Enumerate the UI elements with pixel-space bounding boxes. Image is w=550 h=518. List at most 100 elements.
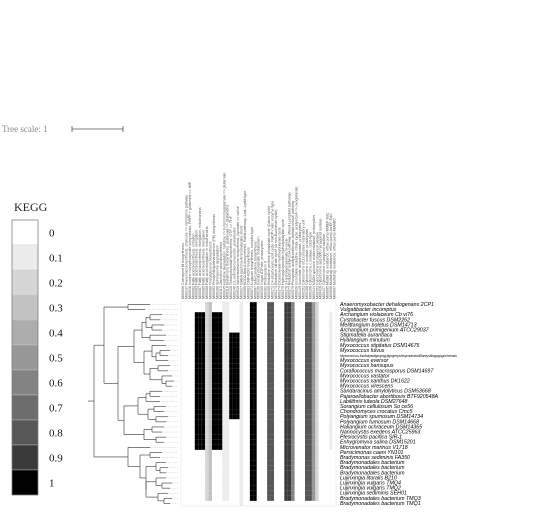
heatmap-cell xyxy=(315,424,319,430)
heatmap-cell xyxy=(243,398,247,405)
heatmap-cell xyxy=(225,434,230,440)
heatmap-cell xyxy=(208,500,213,507)
heatmap-cell xyxy=(270,383,275,389)
heatmap-cell xyxy=(287,424,292,430)
heatmap-cell xyxy=(332,332,337,338)
heatmap-cell xyxy=(212,312,216,318)
heatmap-cell xyxy=(287,485,292,491)
heatmap-cell xyxy=(287,490,292,496)
heatmap-cell xyxy=(263,465,268,471)
heatmap-cell xyxy=(194,439,199,445)
heatmap-cell xyxy=(243,347,247,354)
legend-level-label: 0.7 xyxy=(49,403,63,415)
heatmap-cell xyxy=(253,439,257,445)
column-label: M00374 Dicarboxylate-hydroxybutyrate cyc… xyxy=(277,227,281,299)
heatmap-cell xyxy=(270,470,275,476)
heatmap-cell xyxy=(246,363,250,369)
heatmap-cell xyxy=(277,363,281,369)
heatmap-cell xyxy=(311,444,316,450)
heatmap-cell xyxy=(294,373,299,379)
heatmap-cell xyxy=(315,414,319,420)
heatmap-cell xyxy=(229,444,233,450)
heatmap-cell xyxy=(263,480,268,486)
heatmap-cell xyxy=(301,317,306,323)
legend-level-label: 0.8 xyxy=(49,428,63,440)
heatmap-cell xyxy=(191,404,195,410)
heatmap-cell xyxy=(291,393,295,399)
heatmap-cell xyxy=(243,490,247,496)
heatmap-cell xyxy=(187,460,192,466)
heatmap-cell xyxy=(291,332,295,338)
heatmap-cell xyxy=(280,347,285,354)
heatmap xyxy=(180,301,337,507)
heatmap-cell xyxy=(274,444,278,450)
heatmap-cell xyxy=(322,480,326,486)
heatmap-cell xyxy=(329,388,333,394)
heatmap-cell xyxy=(263,322,268,328)
heatmap-cell xyxy=(239,353,244,359)
heatmap-cell xyxy=(239,347,244,354)
heatmap-cell xyxy=(236,337,240,343)
heatmap-cell xyxy=(287,465,292,471)
heatmap-cell xyxy=(232,383,237,389)
heatmap-cell xyxy=(253,363,257,369)
heatmap-cell xyxy=(318,404,323,410)
heatmap-cell xyxy=(280,429,285,435)
heatmap-cell xyxy=(298,480,302,486)
heatmap-cell xyxy=(294,449,299,456)
heatmap-cell xyxy=(225,307,230,313)
heatmap-cell xyxy=(225,429,230,435)
heatmap-cell xyxy=(322,302,326,308)
heatmap-cell xyxy=(332,465,337,471)
heatmap-cell xyxy=(298,455,302,461)
heatmap-cell xyxy=(318,312,323,318)
heatmap-cell xyxy=(194,460,199,466)
heatmap-cell xyxy=(301,368,306,374)
heatmap-cell xyxy=(222,475,226,481)
heatmap-cell xyxy=(284,465,288,471)
heatmap-cell xyxy=(208,378,213,384)
heatmap-cell xyxy=(243,327,247,333)
heatmap-cell xyxy=(294,485,299,491)
heatmap-cell xyxy=(263,429,268,435)
heatmap-cell xyxy=(225,368,230,374)
heatmap-cell xyxy=(322,424,326,430)
heatmap-cell xyxy=(249,337,254,343)
heatmap-cell xyxy=(256,465,261,471)
heatmap-cell xyxy=(260,358,264,364)
heatmap-cell xyxy=(267,429,271,435)
heatmap-cell xyxy=(201,424,206,430)
heatmap-cell xyxy=(329,378,333,384)
column-label: M00697 Multidrug resistance, efflux pump… xyxy=(332,218,336,299)
heatmap-cell xyxy=(191,424,195,430)
heatmap-cell xyxy=(332,419,337,425)
heatmap-cell xyxy=(215,312,219,318)
heatmap-cell xyxy=(215,495,219,501)
heatmap-cell xyxy=(291,429,295,435)
heatmap-cell xyxy=(291,424,295,430)
heatmap-cell xyxy=(181,439,185,445)
column-label: M00160 V-type ATPase, prokaryotes xyxy=(260,241,264,299)
legend-level-label: 0 xyxy=(49,228,55,240)
heatmap-cell xyxy=(332,404,337,410)
heatmap-cell xyxy=(236,480,240,486)
heatmap-cell xyxy=(246,398,250,405)
heatmap-cell xyxy=(301,434,306,440)
legend-swatch xyxy=(11,369,39,396)
heatmap-cell xyxy=(280,434,285,440)
heatmap-cell xyxy=(298,322,302,328)
legend-frame xyxy=(11,219,39,496)
heatmap-cell xyxy=(249,368,254,374)
heatmap-cell xyxy=(298,398,302,405)
heatmap-cell xyxy=(253,368,257,374)
heatmap-cell xyxy=(187,470,192,476)
heatmap-cell xyxy=(329,368,333,374)
heatmap-cell xyxy=(284,409,288,415)
heatmap-cell xyxy=(308,404,312,410)
heatmap-cell xyxy=(274,500,278,507)
heatmap-cell xyxy=(298,347,302,354)
heatmap-cell xyxy=(263,373,268,379)
heatmap-cell xyxy=(270,358,275,364)
heatmap-cell xyxy=(246,495,250,501)
heatmap-cell xyxy=(280,439,285,445)
